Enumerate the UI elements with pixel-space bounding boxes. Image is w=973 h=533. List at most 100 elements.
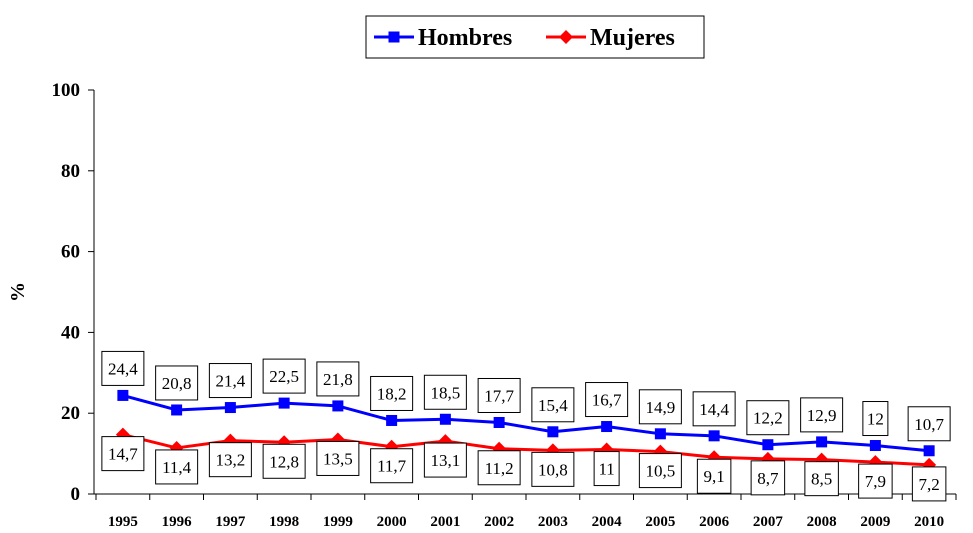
data-label-mujeres: 10,5 — [638, 453, 682, 489]
x-tick-label: 2002 — [484, 514, 514, 530]
data-label-box — [858, 463, 893, 499]
data-label-box — [477, 450, 521, 486]
data-label-box — [101, 350, 145, 386]
data-label-text: 20,8 — [162, 374, 192, 393]
x-tick-label: 2003 — [538, 514, 568, 530]
data-label-mujeres: 7,2 — [911, 466, 947, 502]
data-label-mujeres: 11,4 — [155, 449, 199, 485]
data-label-box — [477, 377, 521, 413]
data-label-box — [804, 461, 839, 497]
data-label-text: 11,4 — [162, 458, 192, 477]
legend-item-mujeres: Mujeres — [546, 25, 675, 51]
data-label-text: 22,5 — [269, 367, 299, 386]
series-line-mujeres — [122, 433, 930, 467]
data-label-text: 21,8 — [323, 370, 353, 389]
x-tick-label: 1997 — [215, 514, 246, 530]
data-point-hombres — [439, 413, 451, 425]
data-label-text: 15,4 — [538, 396, 568, 415]
data-label-box — [692, 391, 736, 427]
data-label-box — [423, 374, 467, 410]
data-label-text: 17,7 — [484, 386, 514, 405]
data-label-box — [316, 361, 360, 397]
data-label-mujeres: 11,2 — [477, 450, 521, 486]
data-label-box — [746, 400, 790, 436]
data-label-mujeres: 14,7 — [101, 436, 145, 472]
data-label-text: 8,7 — [757, 469, 779, 488]
data-label-text: 13,5 — [323, 449, 353, 468]
data-point-hombres — [493, 416, 505, 428]
data-label-box — [208, 363, 252, 399]
data-label-box — [593, 451, 620, 487]
data-label-text: 12,2 — [753, 409, 783, 428]
data-label-text: 16,7 — [592, 391, 622, 410]
data-label-text: 7,2 — [919, 475, 940, 494]
data-label-mujeres: 10,8 — [531, 451, 575, 487]
data-label-box — [370, 448, 414, 484]
data-point-hombres — [762, 439, 774, 451]
series-line-hombres — [122, 393, 930, 453]
data-label-hombres: 21,8 — [316, 361, 360, 397]
legend-marker-mujeres — [559, 30, 573, 44]
data-label-box — [638, 389, 682, 425]
data-label-hombres: 20,8 — [155, 365, 199, 401]
data-label-text: 12 — [867, 410, 884, 429]
data-label-text: 14,9 — [646, 398, 676, 417]
legend-label-hombres: Hombres — [418, 25, 512, 51]
data-point-hombres — [547, 426, 559, 438]
legend-label-mujeres: Mujeres — [590, 25, 675, 51]
data-label-hombres: 12 — [862, 401, 889, 437]
data-point-hombres — [816, 436, 828, 448]
data-label-text: 12,9 — [807, 406, 837, 425]
x-tick-label: 1996 — [162, 514, 193, 530]
data-label-mujeres: 13,5 — [316, 440, 360, 476]
data-label-box — [696, 458, 732, 494]
data-label-text: 14,4 — [699, 400, 729, 419]
data-label-box — [750, 460, 786, 496]
legend-box — [365, 15, 705, 59]
x-tick-label: 2004 — [592, 514, 623, 530]
data-label-box — [800, 397, 844, 433]
data-label-text: 11,2 — [485, 459, 514, 478]
data-label-hombres: 10,7 — [907, 406, 951, 442]
data-label-mujeres: 9,1 — [696, 458, 732, 494]
x-tick-label: 2006 — [699, 514, 730, 530]
x-tick-label: 2005 — [645, 514, 675, 530]
data-label-text: 10,5 — [646, 462, 676, 481]
data-label-text: 10,7 — [914, 415, 944, 434]
data-label-box — [911, 466, 947, 502]
x-tick-label: 2009 — [860, 514, 890, 530]
data-label-mujeres: 13,1 — [423, 442, 467, 478]
data-label-hombres: 16,7 — [585, 382, 629, 418]
data-label-box — [101, 436, 145, 472]
data-label-hombres: 18,2 — [370, 375, 414, 411]
y-tick-label: 40 — [61, 322, 80, 343]
data-label-box — [155, 365, 199, 401]
data-point-hombres — [224, 402, 236, 414]
y-tick-label: 80 — [61, 161, 80, 182]
legend-item-hombres: Hombres — [374, 25, 512, 51]
data-point-hombres — [869, 440, 881, 452]
data-label-text: 24,4 — [108, 359, 138, 378]
series-hombres — [117, 389, 935, 457]
data-label-text: 14,7 — [108, 445, 138, 464]
data-label-box — [262, 358, 306, 394]
data-label-mujeres: 8,5 — [804, 461, 839, 497]
data-label-box — [262, 443, 306, 479]
y-tick-label: 100 — [52, 80, 81, 101]
data-label-mujeres: 11,7 — [370, 448, 414, 484]
data-label-hombres: 22,5 — [262, 358, 306, 394]
data-label-hombres: 12,2 — [746, 400, 790, 436]
data-label-box — [316, 440, 360, 476]
y-tick-label: 20 — [61, 403, 80, 424]
data-label-box — [155, 449, 199, 485]
data-label-mujeres: 13,2 — [208, 442, 252, 478]
x-tick-label: 1998 — [269, 514, 299, 530]
x-tick-label: 2000 — [377, 514, 407, 530]
data-label-hombres: 15,4 — [531, 387, 575, 423]
data-point-hombres — [654, 428, 666, 440]
data-label-box — [423, 442, 467, 478]
data-label-text: 13,2 — [216, 451, 246, 470]
x-tick-label: 2001 — [430, 514, 460, 530]
x-tick-label: 1999 — [323, 514, 353, 530]
